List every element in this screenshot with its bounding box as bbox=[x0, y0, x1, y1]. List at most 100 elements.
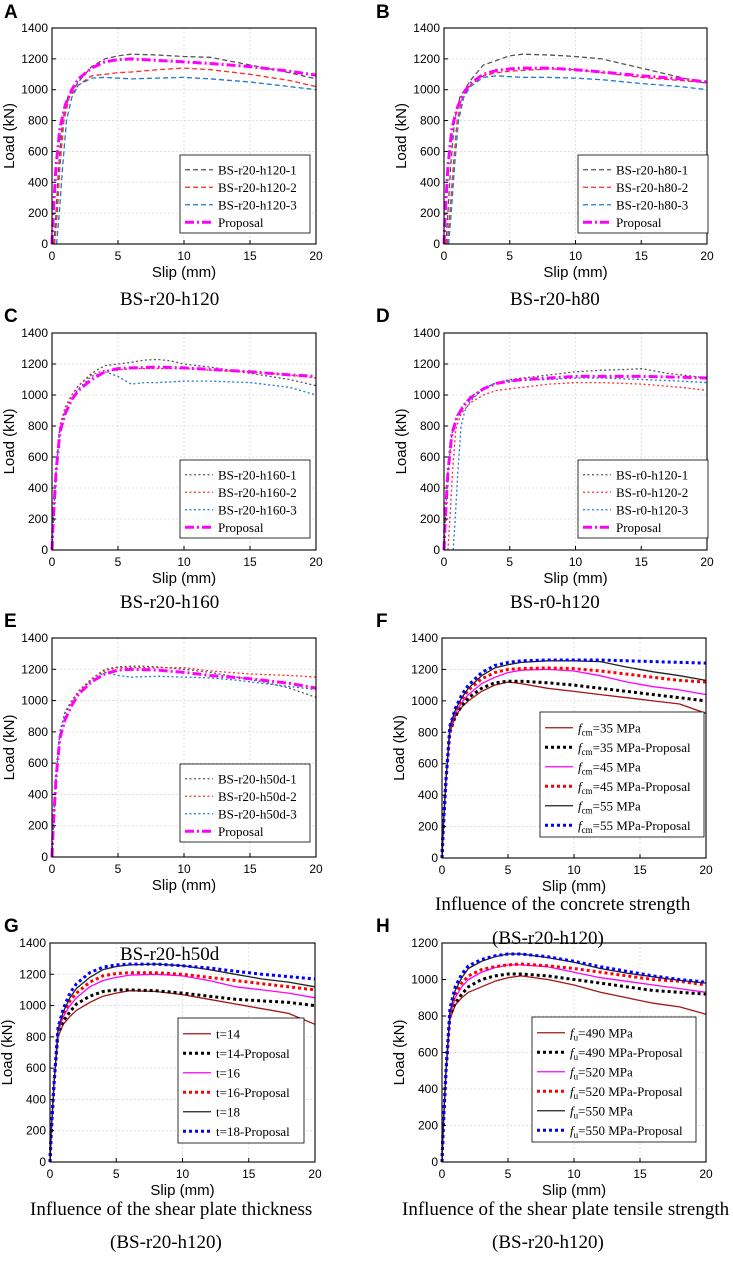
legend-box bbox=[539, 711, 705, 838]
series-line bbox=[49, 963, 316, 1163]
series-line bbox=[53, 67, 317, 245]
tick-label-x: 0 bbox=[439, 863, 446, 877]
panel-caption: (BS-r20-h120) bbox=[110, 1232, 222, 1253]
tick-label-y: 1400 bbox=[411, 631, 438, 645]
tick-label-y: 600 bbox=[420, 144, 440, 158]
panel-letter: A bbox=[4, 2, 18, 23]
tick-label-x: 20 bbox=[308, 1167, 322, 1181]
tick-label-y: 400 bbox=[28, 481, 48, 495]
tick-label-y: 1200 bbox=[19, 967, 46, 981]
panel-caption: BS-r20-h50d bbox=[120, 944, 220, 965]
legend: BS-r20-h80-1 BS-r20-h80-2 BS-r20-h80-3 Prop… bbox=[577, 154, 709, 234]
series-line bbox=[51, 371, 317, 551]
legend: t=14 t=14-Proposal t=16 t=16-Proposal t=18 t=… bbox=[177, 1017, 305, 1144]
y-axis-label: Load (kN) bbox=[1, 409, 18, 475]
panel-letter: C bbox=[4, 306, 18, 327]
series-line bbox=[53, 53, 317, 245]
tick-label-x: 20 bbox=[699, 863, 713, 877]
panel-caption: (BS-r20-h120) bbox=[492, 1232, 604, 1253]
tick-label-x: 5 bbox=[506, 555, 513, 569]
series-line bbox=[440, 972, 707, 1163]
legend-entry: fcm=55 MPa bbox=[578, 798, 641, 815]
tick-label-y: 200 bbox=[28, 512, 48, 526]
series-line bbox=[445, 53, 708, 245]
tick-label-x: 20 bbox=[699, 1167, 713, 1181]
legend: BS-r0-h120-1 BS-r0-h120-2 BS-r0-h120-3 Prop… bbox=[577, 459, 709, 539]
tick-label-x: 15 bbox=[635, 555, 649, 569]
legend-box bbox=[179, 459, 311, 539]
legend-box bbox=[179, 763, 311, 843]
series-line bbox=[442, 374, 708, 551]
tick-label-y: 200 bbox=[420, 512, 440, 526]
tick-label-y: 1000 bbox=[21, 694, 48, 708]
legend-entry: t=16-Proposal bbox=[216, 1085, 290, 1100]
legend-entry: BS-r20-h120-1 bbox=[218, 162, 297, 177]
legend-entry: BS-r20-h50d-2 bbox=[218, 789, 297, 804]
tick-label-y: 200 bbox=[28, 206, 48, 220]
y-axis-label: Load (kN) bbox=[393, 103, 410, 169]
legend-entry: BS-r0-h120-1 bbox=[616, 467, 688, 482]
tick-label-y: 800 bbox=[418, 725, 438, 739]
tick-label-y: 1200 bbox=[21, 357, 48, 371]
tick-label-y: 0 bbox=[433, 543, 440, 557]
legend-entry: BS-r20-h80-1 bbox=[616, 162, 688, 177]
tick-label-x: 20 bbox=[309, 249, 323, 263]
panel-caption: (BS-r20-h120) bbox=[492, 928, 604, 949]
legend-entry: fu=550 MPa-Proposal bbox=[570, 1123, 683, 1140]
tick-label-y: 1400 bbox=[413, 21, 440, 35]
legend-entry: BS-r20-h120-3 bbox=[218, 197, 297, 212]
tick-label-y: 800 bbox=[420, 114, 440, 128]
tick-label-y: 1000 bbox=[413, 83, 440, 97]
legend-entry: BS-r20-h160-1 bbox=[218, 467, 297, 482]
tick-label-y: 600 bbox=[28, 144, 48, 158]
legend-entry: t=18 bbox=[216, 1104, 240, 1119]
tick-label-y: 400 bbox=[26, 1092, 46, 1106]
tick-label-y: 1000 bbox=[413, 388, 440, 402]
x-axis-label: Slip (mm) bbox=[150, 1182, 214, 1199]
legend-entry: BS-r0-h120-2 bbox=[616, 485, 688, 500]
tick-label-y: 400 bbox=[28, 787, 48, 801]
tick-label-x: 0 bbox=[47, 1167, 54, 1181]
tick-label-x: 0 bbox=[49, 555, 56, 569]
tick-label-y: 800 bbox=[28, 114, 48, 128]
tick-label-y: 600 bbox=[28, 756, 48, 770]
tick-label-y: 600 bbox=[418, 1046, 438, 1060]
tick-label-y: 400 bbox=[28, 175, 48, 189]
legend: BS-r20-h160-1 BS-r20-h160-2 BS-r20-h160-3 P… bbox=[179, 459, 311, 539]
legend: fu=490 MPa fu=490 MPa-Proposal fu=520 MPa f… bbox=[531, 1016, 697, 1143]
legend-entry: BS-r20-h50d-1 bbox=[218, 771, 297, 786]
tick-label-y: 1400 bbox=[413, 326, 440, 340]
tick-label-y: 1200 bbox=[413, 52, 440, 66]
series-line bbox=[442, 66, 708, 245]
legend-entry: Proposal bbox=[218, 824, 264, 839]
panel-letter: G bbox=[4, 916, 19, 937]
tick-label-x: 15 bbox=[635, 249, 649, 263]
legend-entry: t=18-Proposal bbox=[216, 1124, 290, 1139]
tick-label-y: 600 bbox=[26, 1061, 46, 1075]
tick-label-x: 20 bbox=[309, 555, 323, 569]
y-axis-label: Load (kN) bbox=[0, 1020, 16, 1086]
legend-entry: BS-r20-h80-2 bbox=[616, 180, 688, 195]
tick-label-y: 1000 bbox=[19, 999, 46, 1013]
y-axis-label: Load (kN) bbox=[1, 103, 18, 169]
tick-label-y: 400 bbox=[418, 1082, 438, 1096]
legend-entry: BS-r20-h160-3 bbox=[218, 502, 297, 517]
tick-label-y: 0 bbox=[433, 237, 440, 251]
legend-box bbox=[577, 459, 709, 539]
tick-label-x: 20 bbox=[700, 249, 714, 263]
tick-label-x: 5 bbox=[113, 1167, 120, 1181]
series-line bbox=[51, 665, 317, 858]
tick-label-y: 0 bbox=[41, 237, 48, 251]
x-axis-label: Slip (mm) bbox=[542, 1182, 606, 1199]
series-line bbox=[50, 365, 317, 551]
tick-label-y: 1400 bbox=[21, 326, 48, 340]
series-line bbox=[51, 671, 317, 858]
tick-label-y: 400 bbox=[418, 788, 438, 802]
x-axis-label: Slip (mm) bbox=[543, 264, 607, 281]
tick-label-y: 0 bbox=[431, 851, 438, 865]
tick-label-x: 15 bbox=[633, 1167, 647, 1181]
